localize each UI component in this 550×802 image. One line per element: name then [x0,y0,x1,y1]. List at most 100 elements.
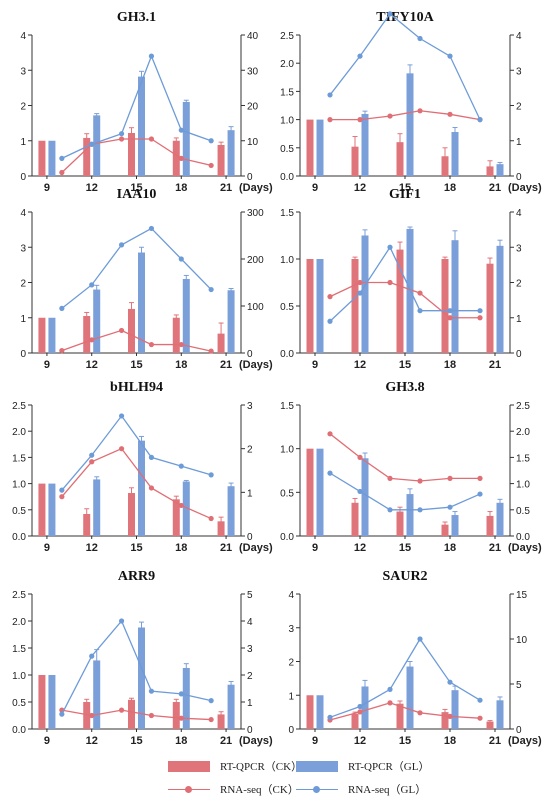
x-tick-label: 15 [130,359,142,371]
point-gl [387,11,393,17]
point-ck [118,446,125,452]
point-ck [118,707,125,713]
left-tick-label: 0.0 [12,532,26,543]
x-tick-label: 9 [44,735,50,747]
left-tick-label: 0.5 [12,698,26,709]
x-tick-label: 12 [354,542,366,554]
x-tick-label: 12 [354,182,366,194]
x-unit-label: (Days) [239,735,273,747]
point-ck [357,279,363,286]
chart-title: GH3.8 [385,380,424,395]
bar-ck [396,511,404,536]
right-tick-label: 40 [247,31,259,42]
point-gl [357,53,363,59]
bar-gl [93,660,101,729]
line-ck [61,447,212,520]
point-gl [357,703,363,710]
legend-label-line-gl: RNA-seq（GL） [348,784,427,796]
right-tick-label: 0 [247,725,253,736]
chart-title: GIF1 [389,187,421,202]
x-tick-label: 12 [86,182,98,194]
bar-gl [93,115,101,176]
point-ck [447,111,453,117]
line-gl [329,245,480,322]
bar-gl [406,666,414,729]
right-tick-label: 0 [247,349,253,360]
line-gl [329,12,481,120]
right-tick-label: 30 [247,66,259,77]
bar-gl [138,627,145,729]
legend-swatch-bar-ck [168,760,210,772]
point-ck [387,279,393,286]
left-tick-label: 1 [20,314,26,325]
bar-gl [361,458,369,536]
point-gl [178,691,184,697]
right-tick-label: 0.0 [516,532,530,543]
left-tick-label: 1.5 [280,208,294,219]
chart-title: IAA10 [117,187,157,202]
x-tick-label: 12 [86,735,98,747]
point-ck [89,459,95,465]
left-tick-label: 0.5 [280,488,294,499]
bar-ck [351,146,359,176]
x-unit-label: (Days) [508,182,542,194]
left-tick-label: 1.0 [280,445,294,456]
bar-gl [138,252,145,353]
line-gl [329,472,481,511]
point-ck [89,337,95,343]
right-tick-label: 5 [247,590,253,601]
point-ck [208,348,214,354]
left-tick-label: 2.5 [12,401,26,412]
left-tick-label: 2 [20,279,26,290]
point-gl [387,507,393,513]
right-tick-label: 0 [516,725,522,736]
bar-gl [227,486,235,536]
right-tick-label: 200 [247,255,264,266]
point-ck [357,117,363,123]
point-ck [477,475,483,481]
bar-gl [316,259,324,353]
left-tick-label: 3 [20,66,26,77]
left-tick-label: 1 [20,137,26,148]
bar-ck [306,695,314,729]
right-tick-label: 3 [516,243,522,254]
bar-gl [361,686,369,729]
point-ck [357,709,363,715]
right-tick-label: 100 [247,302,264,313]
bar-ck [441,524,449,536]
left-tick-label: 2.0 [12,617,26,628]
point-ck [148,136,155,142]
legend-label-bar-gl: RT-QPCR（GL） [348,761,430,773]
bar-ck [172,317,180,353]
bar-ck [172,499,180,536]
bar-ck [396,703,404,729]
right-tick-label: 1 [516,137,522,148]
x-unit-label: (Days) [239,542,273,554]
legend-item-bar-gl: RT-QPCR（GL） [296,758,429,774]
bar-ck [128,493,135,536]
bar-gl [451,240,459,353]
bar-ck [441,712,449,729]
chart-title: ARR9 [118,569,155,584]
left-tick-label: 0 [20,172,26,183]
point-gl [148,688,155,694]
point-gl [59,487,65,493]
bar-gl [451,132,459,176]
bar-gl [138,76,145,176]
left-tick-label: 4 [20,208,26,219]
right-tick-label: 2 [516,279,522,290]
bar-gl [361,113,369,176]
x-tick-label: 18 [175,542,187,554]
bar-gl [406,73,414,176]
point-ck [178,502,184,509]
point-gl [118,413,125,419]
point-gl [477,117,483,123]
bar-gl [451,515,459,536]
point-gl [417,507,423,513]
point-gl [148,454,155,460]
x-tick-label: 21 [220,542,232,554]
